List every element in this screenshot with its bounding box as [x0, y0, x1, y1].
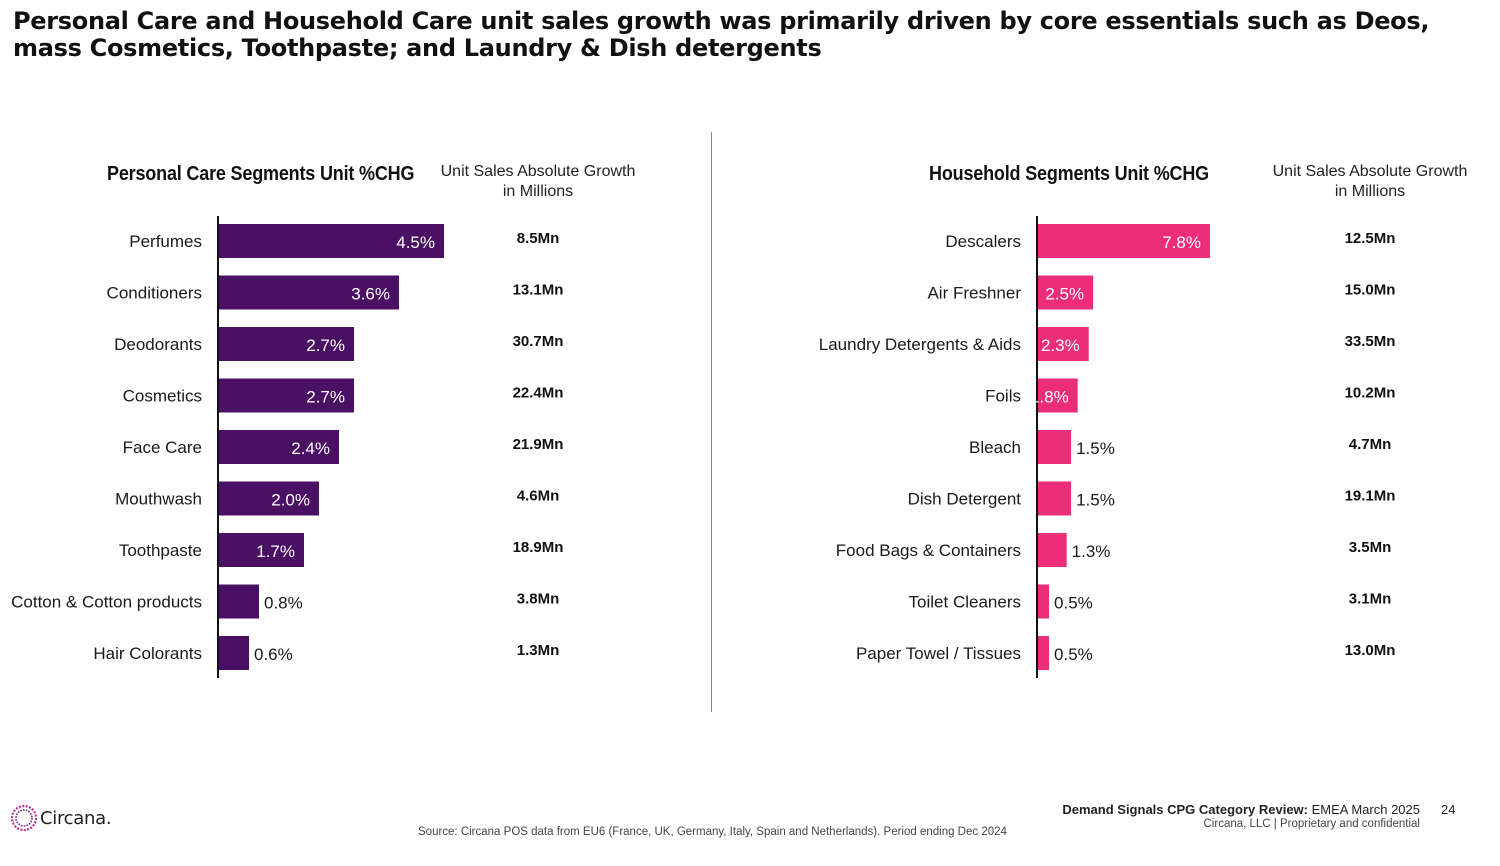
- personal-care-absolute-growth-label: 18.9Mn: [513, 539, 564, 556]
- personal-care-bar: [219, 636, 249, 670]
- household-bar-chart: Descalers 7.8% 12.5Mn Air Freshner 2.5% 15.0M…: [819, 216, 1396, 678]
- report-title: Demand Signals CPG Category Review:: [1062, 802, 1308, 817]
- household-absolute-growth-label: 10.2Mn: [1345, 385, 1396, 402]
- personal-care-bar: [219, 275, 399, 310]
- household-chart-panel: Household Segments Unit %CHG Unit Sales …: [740, 150, 1467, 710]
- household-absolute-growth-label: 3.5Mn: [1349, 539, 1392, 556]
- household-category-label: Bleach: [969, 438, 1021, 457]
- household-absolute-growth-label: 3.1Mn: [1349, 591, 1392, 608]
- personal-care-absolute-growth-label: 30.7Mn: [513, 333, 564, 350]
- personal-care-category-label: Cotton & Cotton products: [11, 593, 202, 612]
- personal-care-absolute-growth-label: 1.3Mn: [517, 642, 560, 659]
- household-value-label: 0.5%: [1054, 645, 1093, 664]
- personal-care-bar: [219, 533, 304, 567]
- report-edition: EMEA March 2025: [1308, 802, 1420, 817]
- household-category-label: Foils: [985, 387, 1021, 406]
- personal-care-value-label: 3.6%: [351, 285, 390, 304]
- personal-care-category-label: Cosmetics: [123, 387, 202, 406]
- household-absolute-growth-label: 12.5Mn: [1345, 230, 1396, 247]
- household-category-label: Air Freshner: [927, 284, 1021, 303]
- household-bar: [1038, 275, 1094, 310]
- personal-care-bar: [219, 584, 259, 619]
- personal-care-bar: [219, 224, 444, 258]
- personal-care-absolute-growth-label: 22.4Mn: [513, 385, 564, 402]
- household-value-label: 2.3%: [1041, 336, 1080, 355]
- personal-care-absolute-growth-header: Unit Sales Absolute Growth in Millions: [440, 163, 636, 200]
- household-category-label: Descalers: [945, 232, 1021, 251]
- household-bar: [1038, 481, 1072, 516]
- household-bar: [1038, 584, 1050, 619]
- personal-care-category-label: Toothpaste: [119, 541, 202, 560]
- personal-care-absolute-growth-label: 21.9Mn: [513, 436, 564, 453]
- personal-care-bar-chart: Perfumes 4.5% 8.5Mn Conditioners 3.6% 13.1Mn D…: [11, 216, 564, 678]
- household-absolute-growth-label: 19.1Mn: [1345, 488, 1396, 505]
- household-bar: [1038, 636, 1050, 670]
- personal-care-value-label: 2.4%: [291, 439, 330, 458]
- slide-headline: Personal Care and Household Care unit sa…: [13, 7, 1430, 62]
- page-number: 24: [1441, 802, 1456, 817]
- household-absolute-growth-label: 4.7Mn: [1349, 436, 1392, 453]
- logo-wordmark: Circana.: [40, 807, 112, 829]
- personal-care-value-label: 2.7%: [306, 388, 345, 407]
- personal-care-category-label: Deodorants: [114, 335, 202, 354]
- household-value-label: 0.5%: [1054, 594, 1093, 613]
- household-value-label: 1.5%: [1076, 439, 1115, 458]
- personal-care-value-label: 0.8%: [264, 594, 303, 613]
- household-category-label: Food Bags & Containers: [836, 541, 1021, 560]
- personal-care-absolute-growth-label: 4.6Mn: [517, 488, 560, 505]
- household-category-label: Toilet Cleaners: [909, 593, 1021, 612]
- personal-care-value-label: 0.6%: [254, 645, 293, 664]
- household-value-label: 1.8%: [1030, 388, 1069, 407]
- household-value-label: 1.5%: [1076, 491, 1115, 510]
- household-bar: [1038, 430, 1072, 464]
- personal-care-category-label: Hair Colorants: [93, 644, 202, 663]
- household-absolute-growth-header: Unit Sales Absolute Growth in Millions: [1272, 163, 1468, 200]
- company-confidential-line: Circana, LLC | Proprietary and confident…: [1203, 818, 1421, 830]
- household-chart-title: Household Segments Unit %CHG: [929, 163, 1209, 185]
- household-value-label: 7.8%: [1162, 233, 1201, 252]
- personal-care-absolute-growth-label: 13.1Mn: [513, 282, 564, 299]
- personal-care-value-label: 4.5%: [396, 233, 435, 252]
- personal-care-chart-title: Personal Care Segments Unit %CHG: [107, 163, 415, 185]
- personal-care-category-label: Perfumes: [129, 232, 202, 251]
- household-category-label: Paper Towel / Tissues: [856, 644, 1021, 663]
- personal-care-category-label: Face Care: [123, 438, 202, 457]
- report-footer: Demand Signals CPG Category Review: EMEA…: [1062, 802, 1420, 832]
- personal-care-bar: [219, 378, 354, 413]
- household-absolute-growth-label: 15.0Mn: [1345, 282, 1396, 299]
- personal-care-bar: [219, 481, 319, 516]
- source-note: Source: Circana POS data from EU6 (Franc…: [418, 826, 1007, 838]
- personal-care-chart-panel: Personal Care Segments Unit %CHG Unit Sa…: [0, 150, 700, 710]
- household-bar: [1038, 533, 1067, 567]
- household-category-label: Dish Detergent: [908, 490, 1022, 509]
- household-absolute-growth-label: 33.5Mn: [1345, 333, 1396, 350]
- circana-logo-icon: [10, 804, 38, 832]
- household-value-label: 2.5%: [1045, 285, 1084, 304]
- personal-care-value-label: 2.7%: [306, 336, 345, 355]
- household-bar: [1038, 378, 1078, 413]
- household-absolute-growth-label: 13.0Mn: [1345, 642, 1396, 659]
- household-bar: [1038, 224, 1210, 258]
- personal-care-absolute-growth-label: 3.8Mn: [517, 591, 560, 608]
- personal-care-category-label: Mouthwash: [115, 490, 202, 509]
- personal-care-absolute-growth-label: 8.5Mn: [517, 230, 560, 247]
- circana-logo: Circana.: [10, 803, 112, 833]
- personal-care-value-label: 1.7%: [256, 542, 295, 561]
- panel-divider: [711, 132, 712, 712]
- household-category-label: Laundry Detergents & Aids: [819, 335, 1021, 354]
- household-value-label: 1.3%: [1072, 542, 1111, 561]
- personal-care-bar: [219, 430, 339, 464]
- personal-care-bar: [219, 327, 354, 361]
- personal-care-category-label: Conditioners: [107, 284, 202, 303]
- personal-care-value-label: 2.0%: [271, 491, 310, 510]
- household-bar: [1038, 327, 1089, 361]
